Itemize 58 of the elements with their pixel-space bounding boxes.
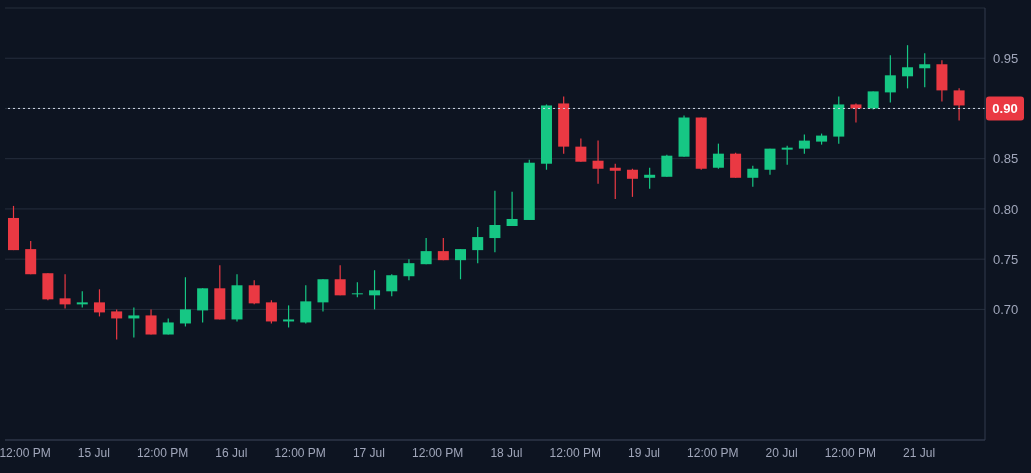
y-tick-label: 0.80: [993, 201, 1019, 217]
candlestick: [644, 167, 656, 190]
y-tick-label: 0.95: [993, 50, 1019, 66]
candlestick: [334, 264, 346, 296]
candlestick: [575, 138, 587, 163]
x-tick-label: 12:00 PM: [274, 445, 326, 460]
candlestick: [128, 306, 140, 339]
candlestick: [609, 163, 621, 200]
candlestick: [919, 52, 931, 88]
candlestick: [867, 90, 879, 111]
candlestick: [506, 191, 518, 227]
y-tick-label: 0.85: [993, 151, 1019, 167]
x-tick-label: 15 Jul: [77, 445, 110, 460]
x-tick-label: 12:00 PM: [687, 445, 739, 460]
candlestick: [472, 226, 484, 264]
candlestick: [179, 276, 191, 328]
x-tick-label: 19 Jul: [627, 445, 661, 460]
x-tick-label: 12:00 PM: [549, 445, 601, 460]
candlestick: [420, 237, 432, 265]
candlestick: [403, 258, 415, 281]
candlestick: [712, 143, 724, 170]
candlestick: [300, 284, 312, 325]
candlestick: [884, 54, 896, 104]
x-tick-label: 12:00 PM: [0, 445, 51, 460]
candlestick: [592, 140, 604, 185]
candlestick: [145, 308, 157, 336]
x-tick-label: 21 Jul: [903, 445, 936, 460]
candlestick: [747, 165, 759, 188]
candlestick: [111, 308, 123, 341]
candlestick: [661, 154, 673, 178]
x-tick-label: 12:00 PM: [412, 445, 464, 460]
candlestick: [953, 87, 965, 122]
y-tick-label: 0.70: [993, 302, 1019, 318]
x-tick-label: 18 Jul: [490, 445, 523, 460]
x-tick-label: 16 Jul: [215, 445, 248, 460]
x-tick-label: 20 Jul: [765, 445, 798, 460]
x-tick-label: 12:00 PM: [824, 445, 877, 460]
candlestick: [248, 279, 260, 305]
candlestick: [386, 273, 398, 297]
candlestick: [369, 269, 381, 310]
candlestick: [265, 299, 277, 325]
candlestick: [626, 168, 638, 198]
y-tick-label: 0.75: [993, 251, 1019, 267]
candlestick: [317, 278, 329, 312]
candlestick: [764, 148, 776, 176]
ref-line-label: 0.90: [992, 101, 1018, 117]
candlestick: [283, 304, 295, 329]
candlestick: [93, 288, 105, 318]
x-tick-label: 17 Jul: [352, 445, 385, 460]
candlestick: [489, 190, 501, 253]
candlestick: [455, 248, 467, 280]
candlestick: [850, 102, 862, 124]
candlestick: [798, 133, 810, 155]
x-tick-label: 12:00 PM: [136, 445, 189, 460]
candlestick: [902, 44, 914, 89]
candlestick: [197, 287, 209, 324]
candlestick: [59, 273, 71, 309]
candlestick: [781, 145, 793, 166]
